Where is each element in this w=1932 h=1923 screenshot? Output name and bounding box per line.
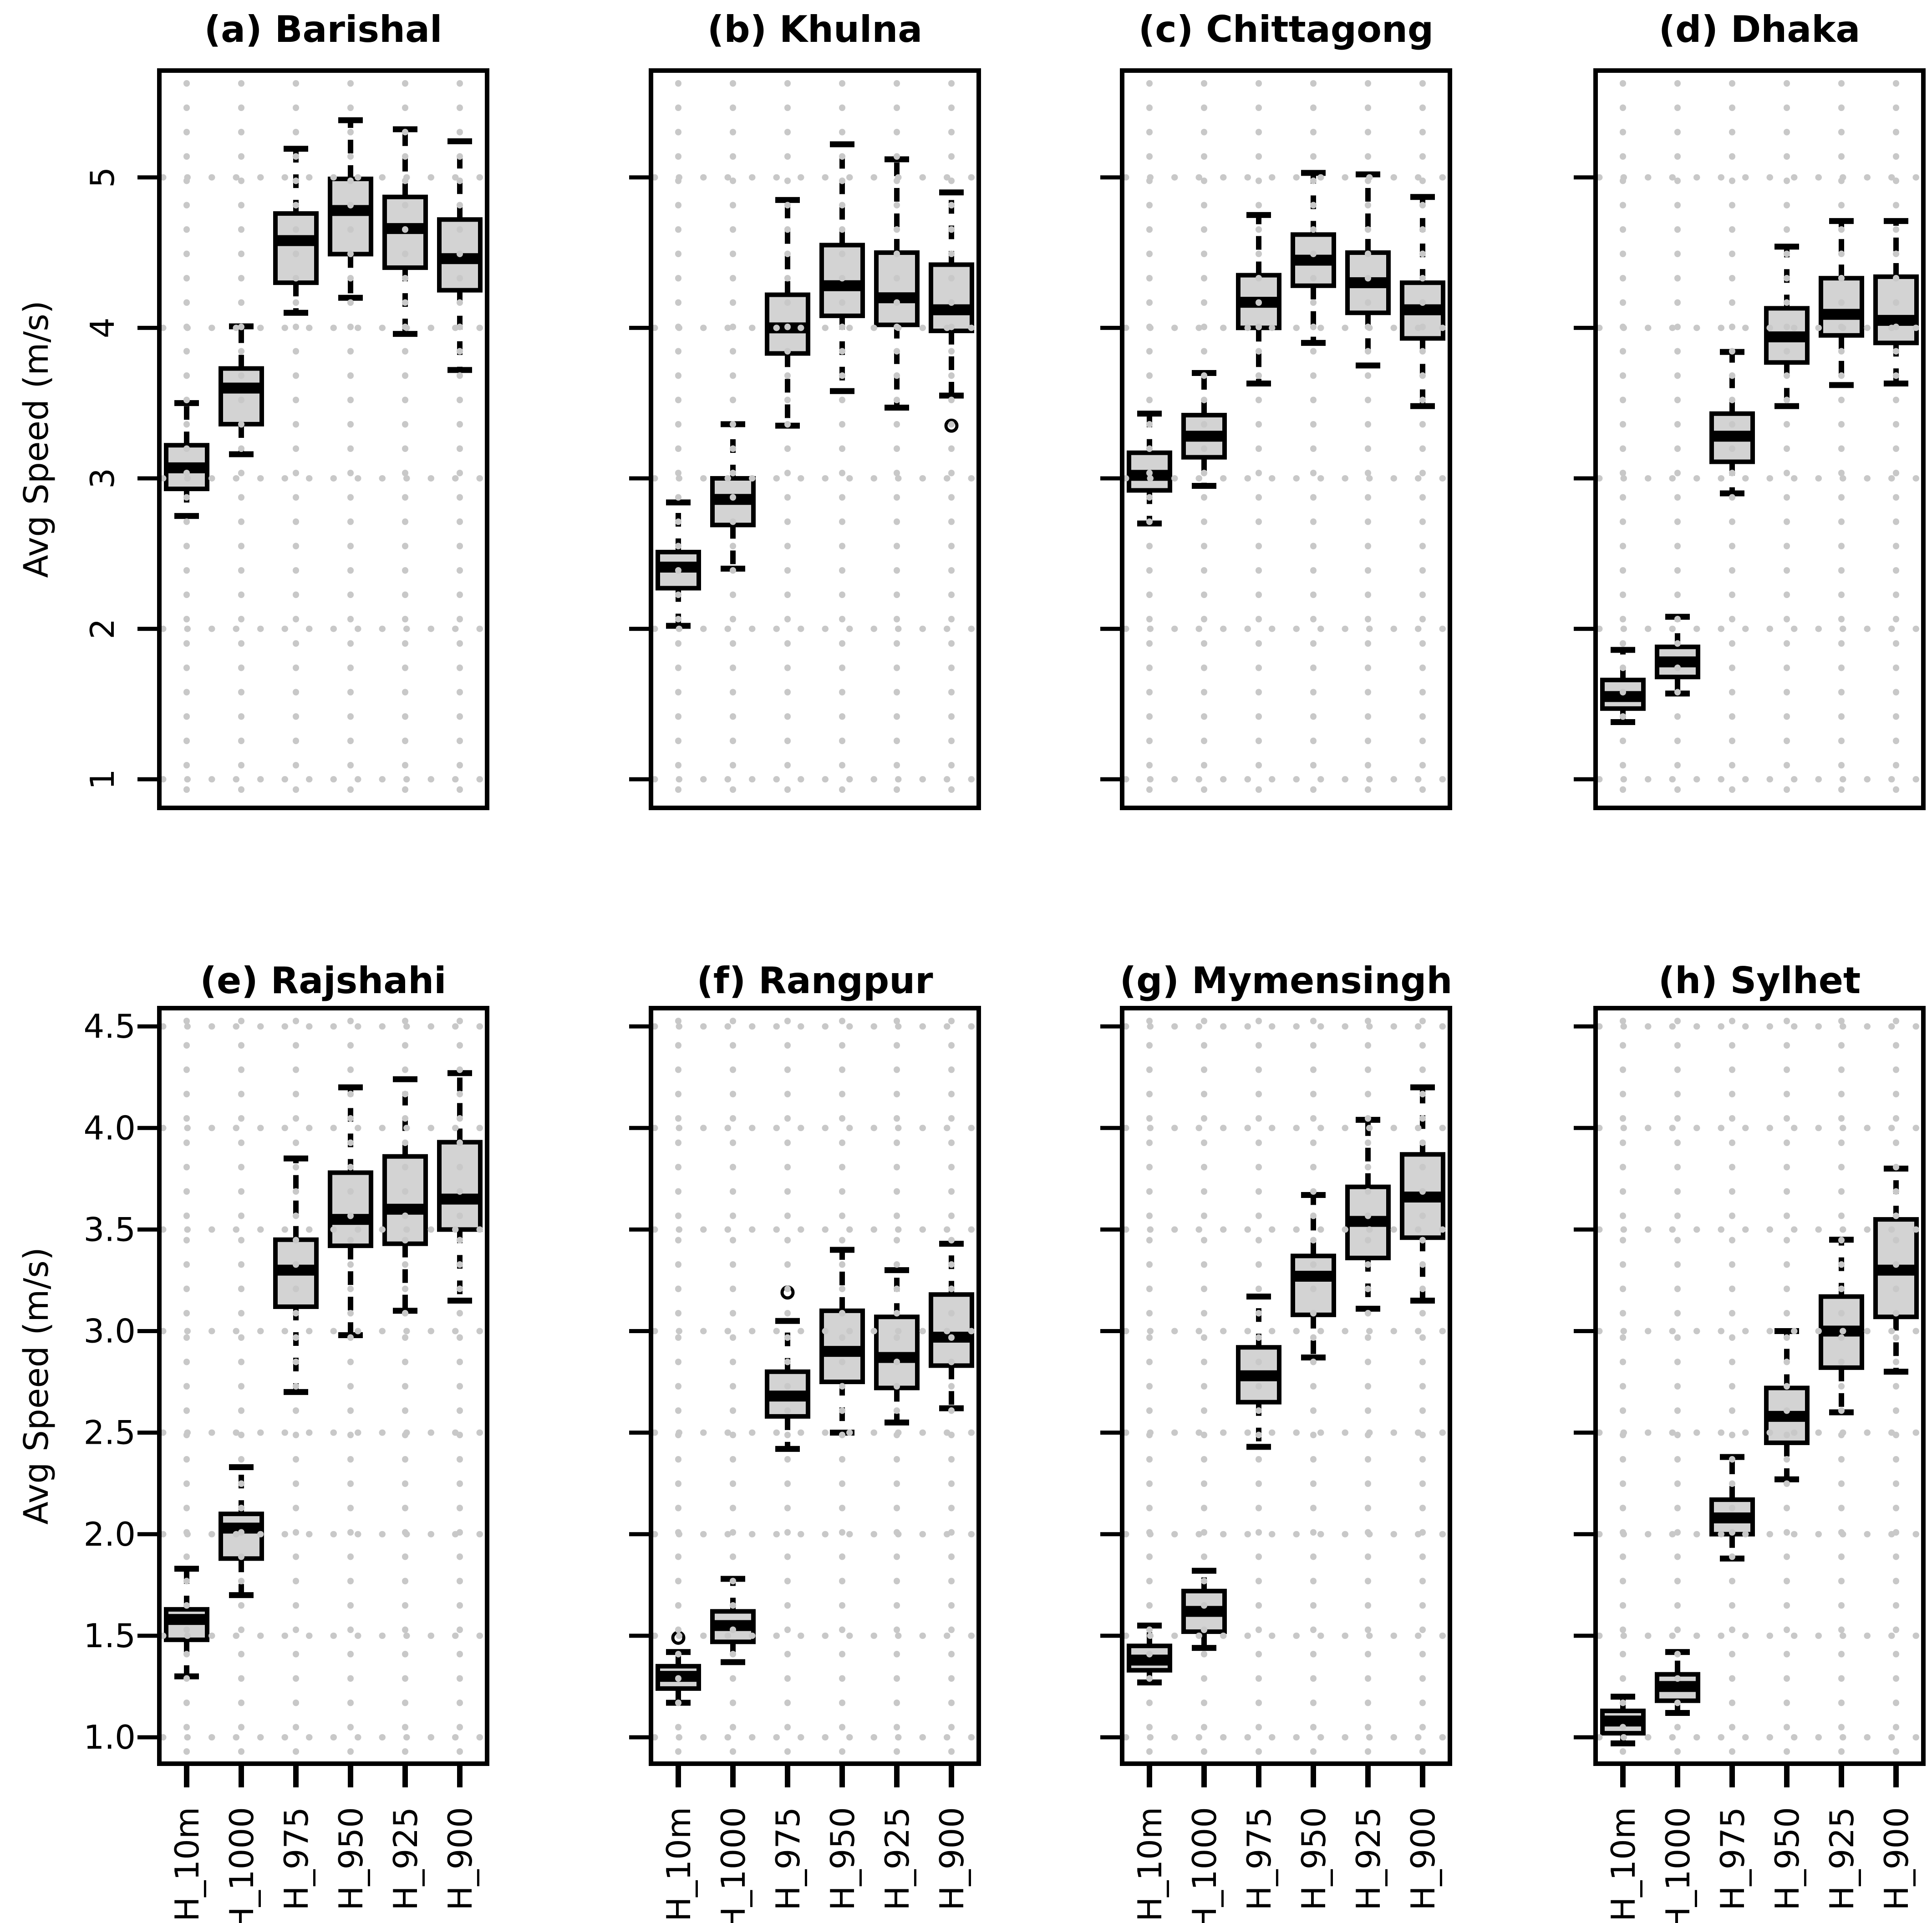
- panel-border: [1593, 1006, 1926, 1766]
- y-axis-title-row0: Avg Speed (m/s): [17, 300, 56, 578]
- boxplot-e-H_900: [437, 1070, 483, 1304]
- iqr-box: [219, 1512, 264, 1561]
- y-tick-label: 1: [83, 769, 122, 790]
- boxes-group-g: [1127, 1084, 1445, 1686]
- outlier-point: [944, 418, 959, 433]
- x-tick-label-H_975: H_975: [277, 1807, 315, 1911]
- boxplot-b-H_900: [929, 189, 974, 433]
- panel-title-e: (e) Rajshahi: [200, 959, 446, 1002]
- panel-e: (e) Rajshahi 1.0 1.5 2.0 2.5 3.0 3.5 4.0 4.5 H_10…: [83, 959, 489, 1923]
- iqr-box: [1873, 274, 1919, 345]
- y-tick-label: 2.0: [83, 1515, 136, 1553]
- boxplot-h-H_900: [1873, 1166, 1919, 1375]
- panel-title-g: (g) Mymensingh: [1120, 959, 1453, 1002]
- panel-title-h: (h) Sylhet: [1658, 959, 1861, 1002]
- grid-dots-g: [1123, 1018, 1449, 1764]
- panel-border: [649, 1006, 981, 1766]
- boxplot-c-H_975: [1236, 212, 1281, 387]
- x-tick-label-H_1000: H_1000: [1659, 1807, 1697, 1923]
- x-tick-label-H_975: H_975: [769, 1807, 807, 1911]
- grid-dots-f: [651, 1018, 978, 1764]
- x-tick-label-H_1000: H_1000: [1185, 1807, 1224, 1923]
- x-tick-label-H_925: H_925: [878, 1807, 916, 1911]
- y-tick-label: 2: [83, 619, 122, 639]
- grid-dots-a: [160, 80, 487, 808]
- x-tick-label-H_900: H_900: [1877, 1807, 1916, 1911]
- y-tick-label: 3.0: [83, 1312, 136, 1350]
- panel-border: [157, 68, 489, 810]
- y-tick-label: 4.5: [83, 1007, 136, 1045]
- panel-c: (c) Chittagong: [1100, 8, 1452, 810]
- panel-border: [1593, 68, 1926, 810]
- panel-title-d: (d) Dhaka: [1659, 8, 1861, 51]
- x-tick-label-H_975: H_975: [1240, 1807, 1278, 1911]
- boxplot-e-H_950: [328, 1084, 373, 1338]
- panel-g: (g) Mymensingh H_10m H_1000 H_975 H_950 H_925…: [1100, 959, 1452, 1923]
- panel-a: (a) Barishal 1 2 3 4 5: [83, 8, 489, 810]
- grid-dots-e: [160, 1018, 487, 1764]
- x-tick-label-H_1000: H_1000: [714, 1807, 752, 1923]
- x-tick-label-H_950: H_950: [824, 1807, 862, 1911]
- panel-title-b: (b) Khulna: [707, 8, 923, 51]
- panel-border: [1120, 1006, 1452, 1766]
- y-tick-label: 5: [83, 167, 122, 188]
- boxplot-d-H_10m: [1600, 647, 1646, 726]
- x-tick-label-H_1000: H_1000: [223, 1807, 261, 1923]
- boxplot-f-H_950: [819, 1247, 865, 1436]
- panel-h: (h) Sylhet H_10m H_1000 H_975 H_950 H_925 H_90…: [1574, 959, 1926, 1923]
- x-tick-label-H_925: H_925: [1823, 1807, 1861, 1911]
- panel-f: (f) Rangpur H_10m H_1000 H_975 H_950 H_925 H_9…: [629, 959, 981, 1923]
- x-tick-label-H_925: H_925: [1349, 1807, 1388, 1911]
- x-tick-label-H_10m: H_10m: [1604, 1807, 1642, 1922]
- boxplot-g-H_1000: [1181, 1568, 1227, 1651]
- y-tick-label: 3: [83, 468, 122, 489]
- panel-border: [649, 68, 981, 810]
- grid-dots-c: [1123, 80, 1449, 808]
- y-tick-label: 1.5: [83, 1617, 136, 1655]
- grid-dots-h: [1596, 1018, 1923, 1764]
- iqr-box: [874, 250, 920, 327]
- x-tick-label-H_925: H_925: [386, 1807, 425, 1911]
- y-tick-label: 1.0: [83, 1718, 136, 1756]
- iqr-box: [437, 1140, 483, 1232]
- y-tick-label: 2.5: [83, 1414, 136, 1452]
- panel-b: (b) Khulna: [629, 8, 981, 810]
- x-tick-label-H_900: H_900: [1404, 1807, 1442, 1911]
- x-tick-label-H_10m: H_10m: [660, 1807, 698, 1922]
- iqr-box: [328, 1170, 373, 1248]
- iqr-box: [328, 177, 373, 257]
- panel-title-f: (f) Rangpur: [697, 959, 933, 1002]
- x-tick-label-H_975: H_975: [1713, 1807, 1752, 1911]
- y-tick-label: 4: [83, 317, 122, 338]
- panel-d: (d) Dhaka: [1574, 8, 1926, 810]
- x-tick-label-H_950: H_950: [1295, 1807, 1333, 1911]
- x-tick-label-H_900: H_900: [933, 1807, 971, 1911]
- iqr-box: [929, 262, 974, 333]
- x-tick-label-H_950: H_950: [332, 1807, 370, 1911]
- iqr-box: [929, 1292, 974, 1368]
- panel-border: [1120, 68, 1452, 810]
- y-tick-label: 3.5: [83, 1210, 136, 1248]
- panel-title-c: (c) Chittagong: [1139, 8, 1434, 51]
- iqr-box: [273, 211, 319, 285]
- grid-dots-b: [651, 80, 978, 808]
- panel-border: [157, 1006, 489, 1766]
- panel-title-a: (a) Barishal: [204, 8, 442, 51]
- boxplot-g-H_950: [1291, 1192, 1336, 1361]
- x-tick-label-H_10m: H_10m: [168, 1807, 206, 1922]
- grid-dots-d: [1596, 80, 1923, 808]
- boxplot-a-H_10m: [164, 400, 209, 519]
- x-tick-label-H_950: H_950: [1768, 1807, 1806, 1911]
- iqr-box: [1291, 1253, 1336, 1317]
- x-tick-label-H_10m: H_10m: [1131, 1807, 1169, 1922]
- y-tick-label: 4.0: [83, 1109, 136, 1147]
- boxplot-f-H_900: [929, 1241, 974, 1411]
- y-axis-title-row1: Avg Speed (m/s): [17, 1247, 56, 1524]
- x-tick-label-H_900: H_900: [441, 1807, 479, 1911]
